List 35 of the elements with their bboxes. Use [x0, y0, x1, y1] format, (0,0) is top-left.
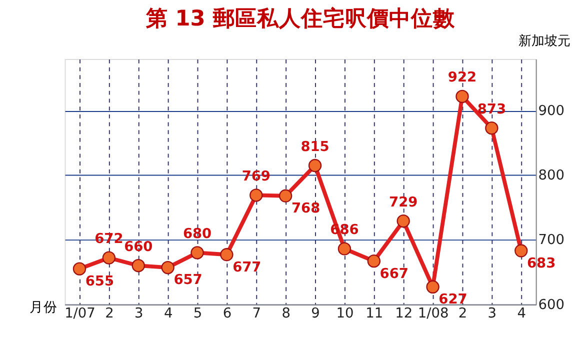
data-label: 768	[291, 200, 320, 217]
y-tick-label: 900	[538, 103, 564, 120]
data-label: 655	[85, 274, 114, 290]
data-label: 667	[380, 266, 408, 282]
x-tick-label: 2	[105, 306, 114, 322]
x-axis-title: 月份	[30, 300, 58, 316]
x-tick-label: 2	[458, 306, 468, 322]
x-tick-label: 10	[336, 306, 354, 322]
x-tick-label: 3	[134, 306, 144, 322]
x-tick-label: 3	[488, 306, 497, 322]
y-tick-label: 600	[538, 296, 564, 313]
x-tick-label: 1/07	[64, 306, 96, 322]
x-tick-label: 9	[311, 306, 320, 322]
data-label: 922	[448, 70, 477, 86]
data-label: 677	[232, 259, 262, 276]
x-tick-label: 8	[282, 306, 290, 322]
data-label: 815	[300, 138, 330, 155]
x-tick-label: 11	[366, 306, 384, 322]
data-label: 680	[182, 226, 212, 242]
data-label: 683	[527, 255, 556, 272]
chart-title: 第 13 郵區私人住宅呎價中位數	[144, 6, 456, 32]
x-tick-label: 6	[222, 306, 232, 322]
y-tick-label: 800	[538, 168, 564, 184]
x-tick-label: 7	[252, 306, 261, 322]
x-tick-label: 4	[164, 306, 173, 322]
x-tick-label: 1/08	[418, 306, 449, 322]
data-label: 627	[438, 292, 468, 308]
x-tick-label: 4	[517, 306, 526, 322]
data-label: 657	[174, 272, 202, 288]
y-axis-title: 新加坡元	[518, 34, 571, 49]
x-tick-label: 5	[193, 306, 202, 322]
data-label: 729	[389, 194, 418, 210]
x-tick-label: 12	[395, 306, 413, 322]
y-tick-label: 700	[538, 232, 564, 248]
data-label: 660	[124, 238, 153, 255]
